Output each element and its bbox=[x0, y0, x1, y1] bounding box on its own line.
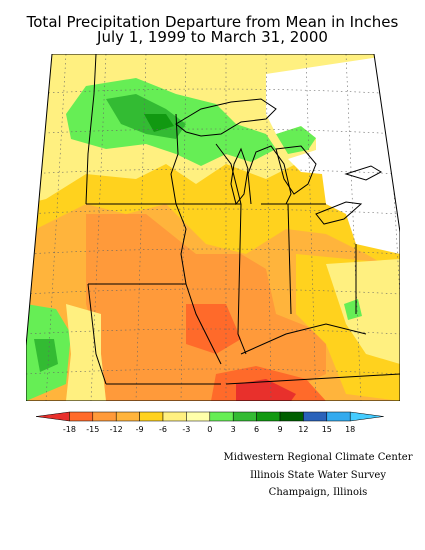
credit-line-3: Champaign, Illinois bbox=[268, 487, 368, 498]
lake-superior bbox=[175, 98, 277, 137]
legend-tick-label: 9 bbox=[277, 425, 282, 434]
legend-tick-label: 18 bbox=[345, 425, 355, 434]
state-boundaries bbox=[85, 54, 400, 385]
legend-swatch bbox=[69, 411, 94, 422]
legend-tick-label: -3 bbox=[182, 425, 190, 434]
credit-line-2: Illinois State Water Survey bbox=[249, 470, 386, 481]
legend-swatch bbox=[349, 411, 384, 422]
legend-swatch bbox=[115, 411, 140, 422]
michigan-lower-peninsula bbox=[247, 145, 292, 205]
legend-tick-label: -18 bbox=[63, 425, 76, 434]
legend-tick-label: -12 bbox=[110, 425, 123, 434]
legend-tick-label: 0 bbox=[207, 425, 212, 434]
color-legend: -18 -15 -12 -9 -6 -3 0 3 6 9 12 15 18 bbox=[35, 411, 384, 434]
zone-near-normal-ohio bbox=[326, 259, 400, 364]
legend-swatch bbox=[35, 411, 70, 422]
legend-tick-label: 15 bbox=[322, 425, 332, 434]
legend-swatch bbox=[279, 411, 304, 422]
map-title: Total Precipitation Departure from Mean … bbox=[26, 13, 399, 31]
boundary-indiana-ohio bbox=[287, 203, 292, 315]
great-lakes bbox=[175, 98, 383, 225]
legend-tick-label: -15 bbox=[86, 425, 99, 434]
zone-plus3-michigan bbox=[276, 126, 316, 154]
boundary-illinois-missouri bbox=[185, 283, 222, 365]
legend-swatch bbox=[139, 411, 164, 422]
legend-swatches bbox=[35, 411, 384, 422]
map-subtitle: July 1, 1999 to March 31, 2000 bbox=[97, 28, 328, 46]
legend-swatch bbox=[303, 411, 328, 422]
precipitation-map bbox=[26, 54, 400, 401]
zone-plus9-minnesota bbox=[144, 114, 174, 132]
zone-minus15-south bbox=[236, 379, 296, 401]
legend-tick-label: -6 bbox=[159, 425, 167, 434]
boundary-iowa-illinois bbox=[175, 203, 187, 285]
legend-tick-label: 12 bbox=[298, 425, 308, 434]
lake-huron bbox=[275, 145, 317, 195]
zone-minus12-ozarks bbox=[186, 304, 241, 354]
legend-tick-labels: -18 -15 -12 -9 -6 -3 0 3 6 9 12 15 18 bbox=[63, 425, 355, 434]
boundary-tennessee bbox=[225, 373, 400, 385]
lake-ontario bbox=[344, 165, 383, 181]
boundary-kentucky-north bbox=[240, 323, 367, 355]
legend-swatch bbox=[186, 411, 211, 422]
legend-swatch bbox=[256, 411, 281, 422]
legend-tick-label: -9 bbox=[136, 425, 144, 434]
legend-swatch bbox=[326, 411, 351, 422]
boundary-illinois-indiana bbox=[237, 203, 247, 355]
zone-no-data-east bbox=[266, 54, 400, 254]
legend-tick-label: 6 bbox=[254, 425, 259, 434]
credit-line-1: Midwestern Regional Climate Center bbox=[223, 452, 413, 463]
legend-swatch bbox=[209, 411, 234, 422]
lake-erie bbox=[315, 201, 363, 225]
legend-swatch bbox=[232, 411, 257, 422]
zone-plus6-kansas bbox=[34, 339, 58, 372]
legend-swatch bbox=[162, 411, 187, 422]
boundary-minnesota-wisconsin bbox=[170, 113, 179, 205]
legend-tick-label: 3 bbox=[231, 425, 236, 434]
boundary-minnesota-west bbox=[85, 54, 97, 205]
zone-near-normal-kansas bbox=[66, 304, 106, 401]
lake-michigan bbox=[230, 147, 249, 206]
boundary-kansas-missouri bbox=[87, 283, 107, 385]
graticule bbox=[26, 54, 400, 401]
legend-swatch bbox=[92, 411, 117, 422]
boundary-michigan-wisconsin bbox=[215, 143, 242, 205]
